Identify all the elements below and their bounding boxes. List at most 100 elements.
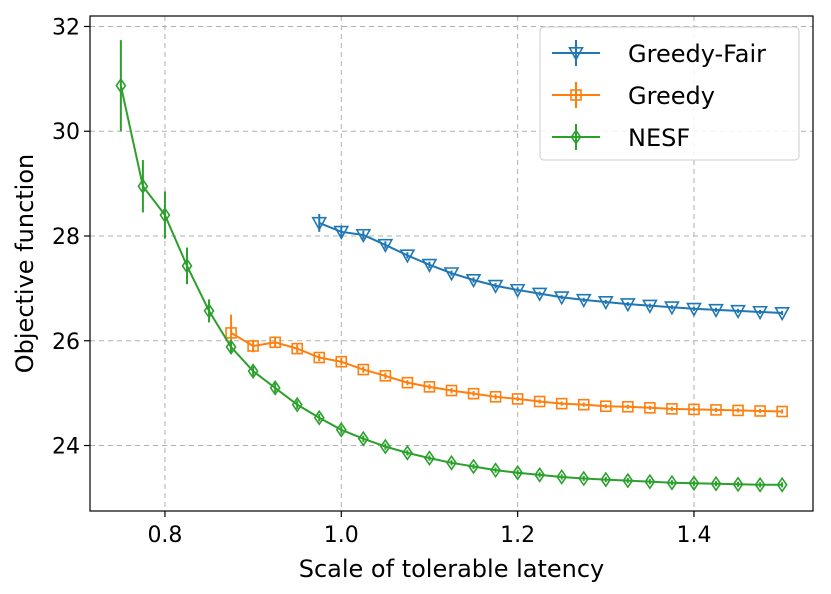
x-tick-label: 1.2 xyxy=(500,523,535,548)
data-point xyxy=(710,475,722,492)
data-point xyxy=(754,476,766,493)
legend-marker xyxy=(568,46,584,62)
data-point xyxy=(752,305,768,321)
legend-item: NESF xyxy=(552,124,690,152)
x-tick-label: 1.0 xyxy=(324,523,359,548)
data-point xyxy=(642,299,658,314)
y-axis-label: Objective function xyxy=(11,154,39,373)
y-tick-label: 24 xyxy=(52,435,80,460)
data-point xyxy=(512,464,524,481)
y-tick-label: 26 xyxy=(52,330,80,355)
data-point xyxy=(399,249,416,264)
y-tick-label: 32 xyxy=(52,15,80,40)
data-point xyxy=(599,400,612,413)
data-point xyxy=(423,450,435,467)
data-point xyxy=(423,381,436,393)
data-point xyxy=(357,430,369,447)
data-point xyxy=(335,355,348,368)
legend-label: Greedy-Fair xyxy=(628,40,766,68)
legend-label: NESF xyxy=(628,124,690,152)
data-point xyxy=(468,458,480,475)
data-point xyxy=(291,342,304,355)
data-point xyxy=(686,302,702,317)
data-point xyxy=(708,303,724,319)
data-point xyxy=(553,291,570,306)
data-point xyxy=(357,363,370,376)
data-point xyxy=(600,471,612,488)
series-line xyxy=(318,221,783,314)
data-point xyxy=(443,267,460,282)
data-point xyxy=(379,438,391,455)
data-point xyxy=(666,403,678,415)
data-point xyxy=(666,474,678,491)
data-point xyxy=(313,351,326,364)
x-axis-label: Scale of tolerable latency xyxy=(299,555,605,583)
data-point xyxy=(421,258,438,273)
data-point xyxy=(115,77,127,94)
data-point xyxy=(401,376,414,389)
legend-item: Greedy xyxy=(552,82,715,110)
data-point xyxy=(379,370,392,382)
legend-marker xyxy=(570,129,582,145)
series-layer xyxy=(115,40,790,493)
ticks: 0.8 1.0 1.2 1.4 24 26 28 30 32 xyxy=(52,15,711,548)
data-point xyxy=(730,304,746,320)
data-point xyxy=(446,454,457,471)
data-point xyxy=(575,293,592,309)
data-point xyxy=(577,398,590,411)
data-point xyxy=(534,466,546,483)
legend: Greedy-Fair Greedy NESF xyxy=(539,26,800,161)
data-point xyxy=(732,404,744,417)
data-point xyxy=(355,228,372,244)
data-point xyxy=(137,178,149,195)
data-point xyxy=(465,273,482,289)
data-point xyxy=(311,216,328,232)
data-point xyxy=(291,396,303,413)
data-point xyxy=(622,472,634,489)
data-point xyxy=(732,476,744,493)
data-point xyxy=(225,339,237,355)
series-line xyxy=(230,332,783,413)
data-point xyxy=(776,405,788,418)
data-point xyxy=(531,287,548,302)
data-point xyxy=(401,444,413,461)
data-point xyxy=(159,207,171,223)
data-point xyxy=(578,470,590,487)
data-point xyxy=(269,336,281,349)
legend-item: Greedy-Fair xyxy=(552,40,766,68)
x-tick-label: 0.8 xyxy=(147,523,182,548)
data-point xyxy=(467,387,480,400)
y-tick-label: 30 xyxy=(52,120,80,145)
data-point xyxy=(533,395,546,408)
data-point xyxy=(776,476,788,493)
data-point xyxy=(335,421,347,438)
legend-box xyxy=(539,26,800,161)
x-tick-label: 1.4 xyxy=(676,523,711,548)
data-point xyxy=(664,301,680,316)
data-point xyxy=(774,306,790,322)
data-point xyxy=(688,475,700,492)
data-point xyxy=(754,405,766,417)
data-point xyxy=(247,340,259,352)
data-point xyxy=(487,279,504,294)
data-point xyxy=(269,379,281,396)
data-point xyxy=(555,397,568,410)
data-point xyxy=(597,295,614,311)
data-point xyxy=(644,402,656,414)
data-point xyxy=(644,473,656,490)
data-point xyxy=(225,327,237,339)
data-point xyxy=(509,283,526,299)
data-point xyxy=(313,409,325,426)
series-greedy-fair xyxy=(311,214,790,322)
data-point xyxy=(688,403,700,416)
plot-frame xyxy=(89,15,814,512)
y-tick-label: 28 xyxy=(52,225,80,250)
data-point xyxy=(489,391,502,403)
data-point xyxy=(445,384,458,397)
legend-label: Greedy xyxy=(628,82,715,110)
series-nesf xyxy=(115,40,788,493)
data-point xyxy=(333,225,350,240)
data-point xyxy=(490,462,502,479)
data-point xyxy=(203,302,215,319)
